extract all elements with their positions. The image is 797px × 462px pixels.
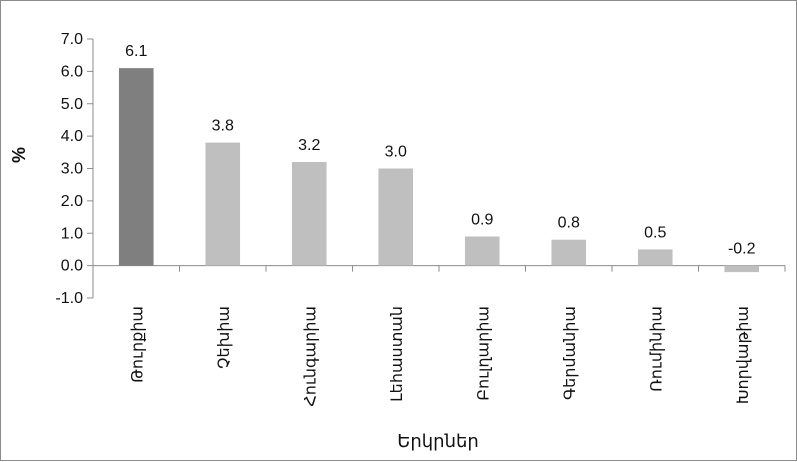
bar-8 (724, 265, 760, 273)
data-label: 3.0 (385, 144, 407, 161)
data-label: -0.2 (728, 241, 756, 258)
y-tick-label: 1.0 (61, 225, 83, 242)
y-tick-label: 6.0 (61, 63, 83, 80)
x-category-label: Լեհաստան (389, 306, 406, 402)
data-label: 0.5 (644, 224, 666, 241)
y-tick-label: 0.0 (61, 258, 83, 275)
axes-layer (87, 38, 786, 299)
labels-layer: -1.0 0.0 1.0 2.0 3.0 4.0 5.0 6.0 7.0 6.1 Թուրքիա 3.… (55, 31, 755, 407)
bar-6 (551, 239, 587, 266)
y-tick-label: 7.0 (61, 31, 83, 48)
x-category-label: Բուլղարիա (475, 306, 492, 401)
data-label: 0.9 (471, 211, 493, 228)
y-axis-title: % (9, 147, 29, 163)
y-tick-label: -1.0 (55, 290, 83, 307)
y-tick-label: 5.0 (61, 96, 83, 113)
bar-4 (378, 168, 414, 266)
data-label: 3.8 (212, 118, 234, 135)
x-category-label: Խորվաթիա (735, 306, 752, 404)
data-label: 6.1 (125, 43, 147, 60)
bar-2 (205, 142, 241, 266)
y-tick-label: 2.0 (61, 193, 83, 210)
x-category-label: Հունգարիա (302, 306, 319, 407)
data-label: 0.8 (558, 215, 580, 232)
x-category-label: Չեխիա (216, 306, 233, 369)
y-tick-label: 3.0 (61, 161, 83, 178)
bar-3 (291, 162, 327, 266)
x-category-label: Ռումինիա (648, 306, 665, 392)
y-tick-label: 4.0 (61, 128, 83, 145)
x-category-label: Թուրքիա (129, 306, 146, 383)
x-category-label: Գերմանիա (562, 306, 579, 400)
bar-1 (118, 68, 154, 266)
bar-5 (464, 236, 500, 266)
bar-7 (637, 249, 673, 266)
bars-layer (118, 68, 760, 273)
data-label: 3.2 (298, 137, 320, 154)
x-axis-title: Երկրներ (397, 431, 479, 451)
